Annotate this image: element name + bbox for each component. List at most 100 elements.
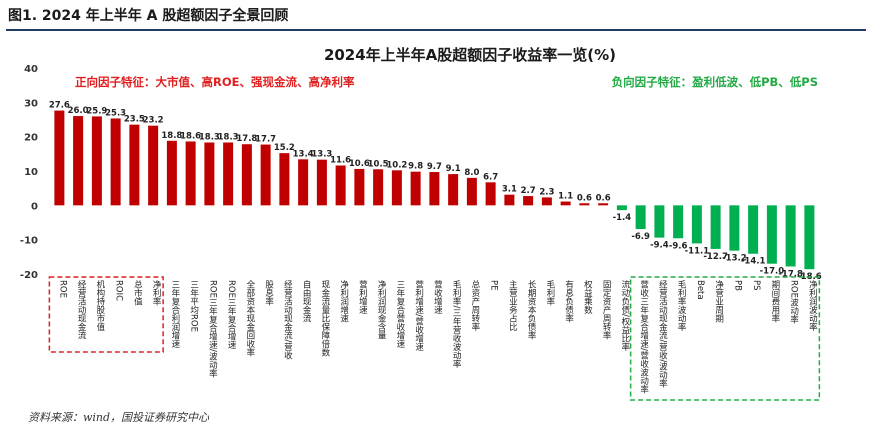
value-label: 9.8 (408, 162, 423, 172)
bar (110, 118, 121, 206)
bar (748, 205, 759, 254)
value-label: 18.3 (218, 133, 239, 143)
value-label: 17.7 (255, 135, 276, 145)
value-label: 27.6 (49, 101, 70, 111)
category-label: 净利润现金含量 (376, 279, 386, 339)
positive-factor-note: 正向因子特征：大市值、高ROE、强现金流、高净利率 (75, 75, 355, 89)
value-label: 25.9 (86, 106, 107, 116)
bar (804, 205, 815, 270)
y-tick-label: 40 (24, 64, 38, 75)
y-tick-label: 30 (24, 98, 38, 109)
bar (54, 110, 65, 206)
category-label: 全部资本现金回收率 (245, 279, 255, 357)
value-label: -6.9 (631, 232, 650, 242)
bar (485, 182, 496, 206)
header-rule (6, 29, 866, 31)
bar (260, 144, 271, 206)
value-label: 10.5 (368, 159, 389, 169)
category-label: 自由现金流 (301, 279, 311, 323)
value-label: 25.3 (105, 108, 126, 118)
y-axis: -20 -10 0 10 20 30 40 (20, 64, 38, 281)
value-label: 10.6 (349, 159, 370, 169)
value-label: 13.4 (293, 149, 314, 159)
category-label: PE (489, 280, 499, 291)
highlight-box-positive-top (48, 276, 164, 353)
bar (635, 205, 646, 230)
value-label: 8.0 (464, 168, 479, 178)
category-label: 现金流量比保障倍数 (320, 280, 330, 357)
bar (560, 201, 571, 206)
category-label: 经营活动现金流 (76, 279, 86, 340)
bar (729, 205, 740, 251)
category-label: 总资产周转率 (470, 279, 480, 332)
y-tick-label: -10 (20, 236, 38, 247)
annotations: 正向因子特征：大市值、高ROE、强现金流、高净利率 负向因子特征：盈利低波、低PB… (75, 75, 818, 89)
category-label: PB (732, 280, 742, 291)
category-label: 营收增速 (432, 279, 442, 315)
category-label: 营利增速 (357, 279, 367, 315)
category-label: 长期资本负债率 (526, 279, 536, 340)
category-label: PS (751, 280, 761, 291)
category-label: 毛利率 (545, 279, 555, 306)
category-label: 营收三年复合增速/营收波动率 (639, 279, 649, 394)
category-label: 流动负债/权益比率 (620, 279, 630, 351)
bar (654, 205, 665, 238)
category-label: Beta (695, 280, 705, 300)
value-label: 17.8 (236, 134, 257, 144)
value-label: 9.7 (427, 162, 442, 172)
bar (316, 159, 327, 206)
value-label: 11.6 (330, 156, 351, 166)
value-label: 2.3 (539, 187, 554, 197)
category-label: 净利率 (151, 279, 161, 306)
category-label: 三年复合利润增速 (170, 280, 180, 349)
bar (523, 196, 534, 206)
bar (410, 171, 421, 206)
category-label: 期间费用率 (770, 280, 780, 323)
highlight-box-negative-bottom (629, 276, 821, 401)
category-label: 净利润波动率 (807, 279, 817, 332)
y-tick-label: 0 (31, 201, 38, 212)
bar (710, 205, 721, 249)
bar (185, 141, 196, 206)
category-label: 机构持股市值 (95, 279, 105, 332)
bar (616, 205, 627, 211)
bar (223, 142, 234, 206)
value-label: 2.7 (521, 186, 536, 196)
figure-header: 图1. 2024 年上半年 A 股超额因子全景回顾 (6, 2, 866, 31)
value-label: 6.7 (483, 172, 498, 182)
value-label: 1.1 (558, 192, 573, 202)
value-label: -9.4 (650, 241, 669, 251)
value-label: 23.5 (124, 115, 145, 125)
value-label: 26.0 (68, 106, 89, 116)
value-label: -9.6 (669, 241, 688, 251)
category-label: 经营活动现金流/营收/波动率 (657, 279, 667, 388)
value-label: 0.6 (596, 193, 611, 203)
y-tick-label: -20 (20, 270, 38, 281)
bar (204, 142, 215, 206)
category-label: 经营活动现金流/营收 (282, 279, 292, 360)
category-label: ROE三年复合增速/波动率 (207, 280, 217, 378)
bar (429, 172, 440, 206)
category-label: 净利润增速 (339, 279, 349, 323)
value-label: -12.7 (703, 252, 728, 262)
bar (373, 169, 384, 206)
bar (691, 205, 702, 244)
bar (129, 124, 140, 206)
value-label: 3.1 (502, 185, 517, 195)
value-label: 18.3 (199, 133, 220, 143)
value-label: 0.6 (577, 193, 592, 203)
negative-factor-note: 负向因子特征：盈利低波、低PB、低PS (612, 75, 818, 89)
bar (148, 125, 159, 206)
value-labels: 27.626.025.925.323.523.218.818.618.318.3… (49, 101, 822, 283)
category-label: 固定资产周转率 (601, 280, 611, 340)
value-label: 15.2 (274, 143, 295, 153)
category-labels: ROE 经营活动现金流 机构持股市值 ROIC 总市值 净利率 三年复合利润增速 三年平均RO… (57, 279, 817, 394)
y-tick-label: 20 (24, 133, 38, 144)
category-label: ROE波动率 (789, 280, 799, 324)
value-label: -11.1 (685, 246, 710, 256)
value-label: 18.6 (180, 131, 201, 141)
category-label: 三年复合营收增速 (395, 280, 405, 349)
category-label: ROE三年复合增速 (226, 280, 236, 350)
value-label: -13.2 (722, 254, 747, 264)
